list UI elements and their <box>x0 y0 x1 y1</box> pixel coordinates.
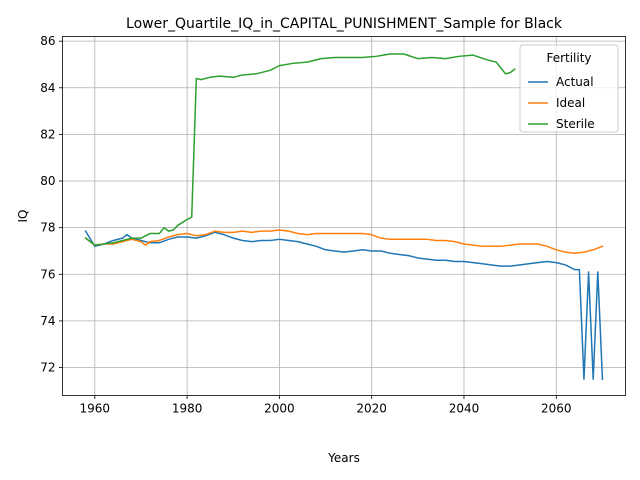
series-line-sterile <box>84 53 516 246</box>
legend: Fertility Actual Ideal Sterile <box>519 44 619 133</box>
x-tick-label: 1960 <box>80 402 111 416</box>
y-axis-label: IQ <box>16 210 30 223</box>
y-tick-label: 82 <box>40 127 55 141</box>
y-tick-label: 74 <box>40 314 55 328</box>
plot-lines <box>84 53 604 380</box>
y-tick-label: 84 <box>40 81 55 95</box>
legend-label-actual: Actual <box>556 75 594 89</box>
legend-label-sterile: Sterile <box>556 117 595 131</box>
x-tick-label: 2020 <box>356 402 387 416</box>
legend-title: Fertility <box>546 51 591 65</box>
x-tick-label: 2040 <box>449 402 480 416</box>
y-tick-label: 72 <box>40 361 55 375</box>
y-tick-label: 78 <box>40 221 55 235</box>
chart-title: Lower_Quartile_IQ_in_CAPITAL_PUNISHMENT_… <box>126 16 563 32</box>
legend-items: Actual Ideal Sterile <box>528 75 595 131</box>
x-tick-label: 2000 <box>264 402 295 416</box>
y-tick-label: 76 <box>40 267 55 281</box>
x-axis-ticks: 1960 1980 2000 2020 2040 2060 <box>80 395 572 416</box>
y-tick-label: 80 <box>40 174 55 188</box>
grid <box>62 36 626 396</box>
series-line-ideal <box>84 229 604 255</box>
plot-frame <box>62 36 626 396</box>
x-axis-label: Years <box>327 451 360 465</box>
x-tick-label: 2060 <box>541 402 572 416</box>
series-line-actual <box>84 230 604 380</box>
legend-box <box>519 44 619 133</box>
x-tick-label: 1980 <box>172 402 203 416</box>
legend-label-ideal: Ideal <box>556 96 585 110</box>
y-axis-ticks: 72 74 76 78 80 82 84 86 <box>40 34 63 375</box>
y-tick-label: 86 <box>40 34 55 48</box>
